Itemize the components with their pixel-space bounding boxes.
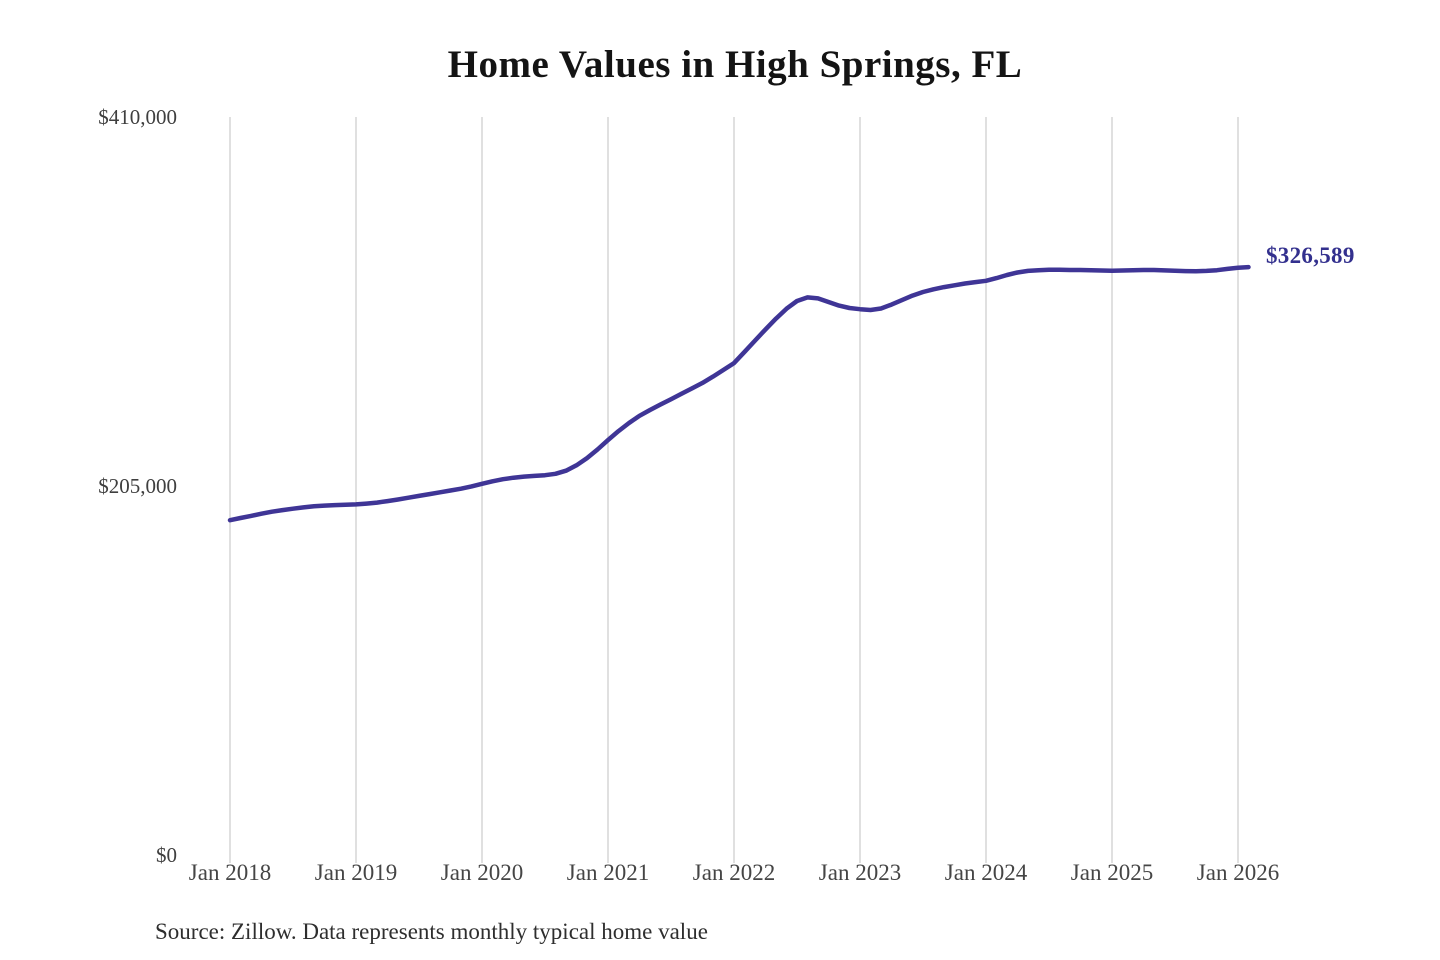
latest-value-label: $326,589 (1266, 243, 1355, 268)
source-note: Source: Zillow. Data represents monthly … (155, 919, 708, 944)
y-axis-tick-label: $205,000 (98, 474, 177, 498)
x-axis-tick-label: Jan 2024 (945, 860, 1028, 885)
home-value-line (227, 264, 1251, 523)
chart-title: Home Values in High Springs, FL (447, 43, 1023, 86)
x-axis-tick-label: Jan 2018 (189, 860, 271, 885)
x-axis-tick-label: Jan 2021 (567, 860, 649, 885)
y-axis-tick-label: $0 (156, 843, 177, 867)
x-axis-tick-label: Jan 2019 (315, 860, 397, 885)
y-axis-tick-label: $410,000 (98, 105, 177, 129)
x-axis-tick-label: Jan 2025 (1071, 860, 1153, 885)
x-axis-tick-label: Jan 2020 (441, 860, 523, 885)
x-axis-tick-label: Jan 2022 (693, 860, 775, 885)
x-axis-tick-label: Jan 2026 (1197, 860, 1279, 885)
x-axis-tick-label: Jan 2023 (819, 860, 901, 885)
